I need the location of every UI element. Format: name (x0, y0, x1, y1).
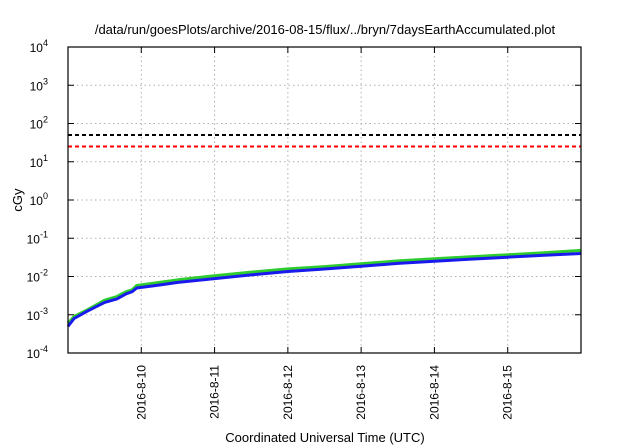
x-tick-label: 2016-8-14 (427, 365, 441, 420)
y-tick-label: 10-2 (27, 268, 48, 285)
x-tick-label: 2016-8-13 (354, 365, 368, 420)
y-tick-label: 104 (30, 38, 48, 55)
y-tick-label: 10-1 (27, 229, 48, 246)
y-tick-label: 102 (30, 115, 48, 132)
y-tick-label: 10-4 (27, 344, 48, 361)
y-tick-label: 103 (30, 76, 48, 93)
series-line (66, 252, 582, 328)
series-line (66, 248, 582, 325)
plot-area: 10-4 10-3 10-2 10-1 100 101 102 103 104 2016-8-10… (27, 38, 582, 420)
x-tick-label: 2016-8-12 (281, 365, 295, 420)
plot-frame (67, 46, 582, 354)
y-tick-label: 101 (30, 153, 48, 170)
y-tick-label: 10-3 (27, 306, 48, 323)
x-tick-label: 2016-8-15 (501, 365, 515, 420)
y-axis-label: cGy (10, 188, 25, 212)
x-axis-label: Coordinated Universal Time (UTC) (225, 430, 424, 445)
y-tick-label: 100 (30, 191, 48, 208)
x-tick-label: 2016-8-10 (134, 365, 148, 420)
x-tick-label: 2016-8-11 (208, 365, 222, 419)
chart-title: /data/run/goesPlots/archive/2016-08-15/f… (95, 22, 556, 37)
